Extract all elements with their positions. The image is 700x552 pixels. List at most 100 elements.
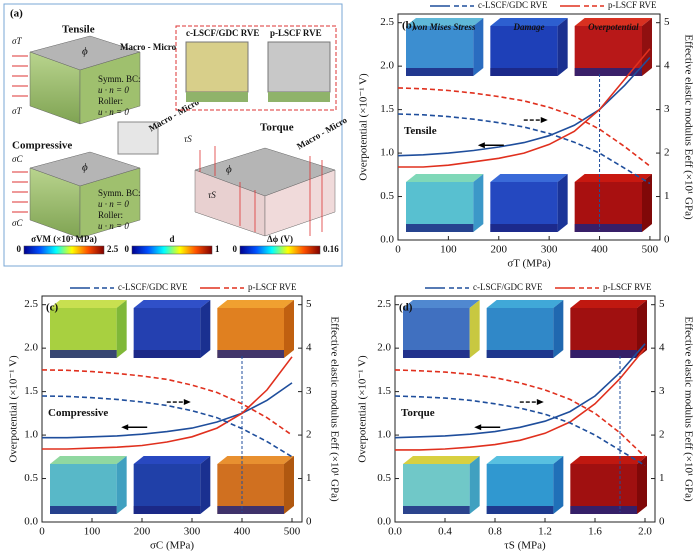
series-line bbox=[41, 369, 293, 436]
inset-base bbox=[570, 350, 637, 358]
inset-front bbox=[217, 308, 284, 358]
inset-front bbox=[570, 464, 637, 514]
inset-front bbox=[50, 308, 117, 358]
y-axis-label: Overpotential (×10⁻¹ V) bbox=[358, 73, 370, 181]
inset-side bbox=[637, 300, 647, 358]
y2-tick-label: 2 bbox=[664, 147, 670, 159]
y-tick-label: 2.5 bbox=[377, 298, 391, 310]
inset-front bbox=[403, 464, 470, 514]
x-tick-label: 500 bbox=[642, 244, 659, 256]
inset-label: Damage bbox=[513, 22, 545, 32]
y-tick-label: 2.5 bbox=[380, 16, 394, 28]
y-tick-label: 0.0 bbox=[380, 234, 394, 246]
inset-base bbox=[50, 350, 117, 358]
label-macro-micro: Macro - Micro bbox=[120, 42, 177, 52]
inset-front bbox=[406, 26, 474, 76]
x-tick-label: 100 bbox=[84, 526, 101, 538]
inset-top bbox=[403, 456, 480, 464]
inset-top bbox=[50, 456, 127, 464]
inset-top bbox=[403, 300, 480, 308]
label-phi: ϕ bbox=[226, 164, 232, 176]
y2-tick-label: 4 bbox=[306, 342, 312, 354]
inset-side bbox=[116, 456, 127, 514]
x-tick-label: 0 bbox=[39, 526, 45, 538]
legend-label: c-LSCF/GDC RVE bbox=[473, 282, 543, 292]
inset-front bbox=[133, 464, 201, 514]
inset-side bbox=[557, 174, 568, 232]
y-tick-label: 0.0 bbox=[377, 516, 391, 528]
label-compressive: Compressive bbox=[12, 140, 72, 152]
inset-base bbox=[50, 506, 117, 514]
label-bc-eq: u · n = 0 bbox=[98, 107, 129, 117]
colorbar bbox=[131, 245, 213, 255]
colorbar-min: 0 bbox=[233, 244, 238, 254]
series-line bbox=[397, 113, 651, 185]
y-tick-label: 1.5 bbox=[380, 103, 394, 115]
y2-axis-label: Effective elastic modulus Eeff (×10¹ GPa… bbox=[328, 316, 340, 502]
inset-base bbox=[406, 224, 474, 232]
colorbar bbox=[23, 245, 105, 255]
label-sigma: σC bbox=[12, 218, 23, 228]
label-bc-eq: u · n = 0 bbox=[98, 221, 129, 231]
colorbar-min: 0 bbox=[17, 244, 22, 254]
panel-label: (a) bbox=[10, 8, 23, 20]
inset-top bbox=[406, 18, 484, 26]
rve-substrate bbox=[186, 92, 248, 102]
series-line bbox=[394, 369, 646, 458]
inset-top bbox=[217, 300, 294, 308]
label-roller: Roller: bbox=[98, 210, 123, 220]
colorbar-max: 0.16 bbox=[323, 244, 339, 254]
y2-tick-label: 5 bbox=[659, 298, 665, 310]
rve-cube bbox=[267, 41, 331, 93]
x-tick-label: 100 bbox=[440, 244, 457, 256]
x-tick-label: 0.8 bbox=[488, 526, 502, 538]
label-sigma: σC bbox=[12, 154, 23, 164]
inset-side bbox=[200, 300, 211, 358]
inset-top bbox=[490, 174, 568, 182]
inset-side bbox=[469, 456, 480, 514]
inset-top bbox=[133, 456, 211, 464]
inset-side bbox=[642, 174, 652, 232]
y2-tick-label: 5 bbox=[664, 16, 670, 28]
colorbars: σVM (×10³ MPa) 0 2.5 d 0 1 Δϕ (V) 0 0.16 bbox=[17, 234, 339, 255]
inset-base bbox=[574, 224, 642, 232]
inset-front bbox=[486, 464, 554, 514]
label-bc: Symm. BC: bbox=[98, 188, 141, 198]
inset-base bbox=[574, 68, 642, 76]
panel-a: (a) Tensile σT σT ϕ Symm. BC: u · n = 0 … bbox=[3, 3, 349, 267]
x-tick-label: 0 bbox=[395, 244, 401, 256]
colorbar-max: 2.5 bbox=[107, 244, 119, 254]
arrow-head bbox=[121, 424, 129, 431]
series-line bbox=[397, 87, 651, 167]
load-arrows bbox=[12, 171, 28, 213]
x-tick-label: 500 bbox=[284, 526, 301, 538]
plot-frame bbox=[394, 295, 656, 523]
inset-top bbox=[406, 174, 484, 182]
colorbar-title: σVM (×10³ MPa) bbox=[31, 234, 97, 244]
y2-axis-label: Effective elastic modulus Eeff (×10¹ GPa… bbox=[682, 316, 694, 502]
rve-substrate bbox=[268, 92, 330, 102]
series-line bbox=[42, 356, 293, 450]
inset-top bbox=[486, 456, 564, 464]
arrow-head bbox=[183, 399, 191, 406]
label-tensile: Tensile bbox=[62, 24, 95, 36]
inset-side bbox=[473, 174, 484, 232]
colorbar-max: 1 bbox=[215, 244, 220, 254]
label-bc-eq: u · n = 0 bbox=[98, 85, 129, 95]
y-axis-label: Overpotential (×10⁻¹ V) bbox=[357, 355, 369, 463]
inset-side bbox=[469, 300, 480, 358]
inset-top bbox=[490, 18, 568, 26]
x-tick-label: 300 bbox=[184, 526, 201, 538]
inset-base bbox=[570, 506, 637, 514]
y-tick-label: 1.0 bbox=[24, 429, 38, 441]
rve-cube bbox=[185, 41, 249, 93]
inset-base bbox=[133, 350, 201, 358]
y2-tick-label: 3 bbox=[659, 385, 665, 397]
y-tick-label: 0.5 bbox=[377, 472, 391, 484]
y2-tick-label: 1 bbox=[306, 472, 312, 484]
colorbar-title: Δϕ (V) bbox=[267, 234, 293, 244]
inset-front bbox=[406, 182, 474, 232]
y-axis-label: Overpotential (×10⁻¹ V) bbox=[8, 355, 20, 463]
y-tick-label: 2.0 bbox=[377, 342, 391, 354]
x-tick-label: 0.4 bbox=[438, 526, 452, 538]
